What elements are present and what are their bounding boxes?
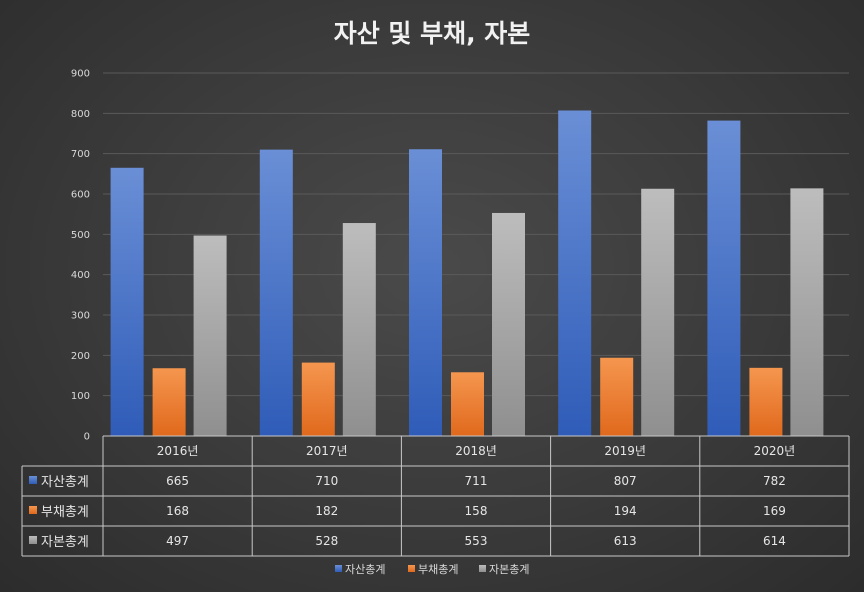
category-label: 2019년 bbox=[604, 444, 646, 458]
bar-자산총계-2020년 bbox=[707, 120, 741, 437]
row-legend-key bbox=[29, 476, 37, 484]
bar-부채총계-2018년 bbox=[451, 372, 484, 436]
legend-entry: 자산총계 bbox=[345, 563, 385, 576]
legend-entry: 부채총계 bbox=[418, 563, 458, 576]
data-label: 194 bbox=[614, 504, 637, 518]
y-tick-label: 900 bbox=[71, 69, 90, 80]
data-label: 782 bbox=[763, 474, 786, 488]
row-legend-key bbox=[29, 536, 37, 544]
legend: 자산총계 부채총계 자본총계 bbox=[335, 563, 529, 576]
bar-부채총계-2016년 bbox=[152, 368, 186, 436]
data-label: 613 bbox=[614, 534, 637, 548]
bar-자본총계-2017년 bbox=[342, 223, 376, 436]
legend-entry: 자본총계 bbox=[489, 563, 529, 576]
y-tick-label: 100 bbox=[71, 391, 90, 402]
row-label: 자산총계 bbox=[41, 475, 89, 490]
bar-자본총계-2016년 bbox=[193, 235, 227, 436]
bar-자산총계-2017년 bbox=[259, 149, 293, 436]
bar-자산총계-2019년 bbox=[558, 110, 592, 436]
data-label: 158 bbox=[465, 504, 488, 518]
legend-key bbox=[335, 565, 342, 572]
legend-key bbox=[479, 565, 486, 572]
chart-title: 자산 및 부채, 자본 bbox=[333, 19, 531, 48]
y-tick-label: 500 bbox=[71, 230, 90, 241]
data-label: 711 bbox=[465, 474, 488, 488]
data-label: 614 bbox=[763, 534, 786, 548]
bar-자본총계-2018년 bbox=[492, 212, 525, 436]
bar-자본총계-2019년 bbox=[641, 188, 675, 436]
data-label: 182 bbox=[315, 504, 338, 518]
y-tick-label: 800 bbox=[71, 109, 90, 120]
bar-자본총계-2020년 bbox=[790, 188, 824, 436]
data-label: 169 bbox=[763, 504, 786, 518]
y-tick-label: 400 bbox=[71, 270, 90, 281]
y-tick-label: 200 bbox=[71, 351, 90, 362]
bar-자산총계-2018년 bbox=[409, 149, 442, 437]
data-label: 553 bbox=[465, 534, 488, 548]
data-label: 710 bbox=[315, 474, 338, 488]
y-tick-label: 600 bbox=[71, 190, 90, 201]
y-tick-label: 0 bbox=[84, 432, 90, 443]
row-legend-key bbox=[29, 506, 37, 514]
bar-부채총계-2019년 bbox=[600, 357, 634, 436]
category-label: 2016년 bbox=[157, 444, 199, 458]
data-label: 528 bbox=[315, 534, 338, 548]
bar-부채총계-2017년 bbox=[301, 362, 335, 436]
data-label: 807 bbox=[614, 474, 637, 488]
data-label: 168 bbox=[166, 504, 189, 518]
y-tick-label: 300 bbox=[71, 311, 90, 322]
y-axis-ticks: 0 100 200 300 400 500 600 700 800 900 bbox=[71, 69, 90, 443]
data-label: 665 bbox=[166, 474, 189, 488]
bars bbox=[110, 110, 824, 437]
bar-부채총계-2020년 bbox=[749, 367, 783, 436]
legend-key bbox=[408, 565, 415, 572]
category-label: 2018년 bbox=[455, 444, 497, 458]
category-label: 2017년 bbox=[306, 444, 348, 458]
y-tick-label: 700 bbox=[71, 149, 90, 160]
row-label: 부채총계 bbox=[41, 505, 89, 520]
category-label: 2020년 bbox=[754, 444, 796, 458]
data-label: 497 bbox=[166, 534, 189, 548]
bar-자산총계-2016년 bbox=[110, 167, 144, 437]
row-label: 자본총계 bbox=[41, 535, 89, 550]
